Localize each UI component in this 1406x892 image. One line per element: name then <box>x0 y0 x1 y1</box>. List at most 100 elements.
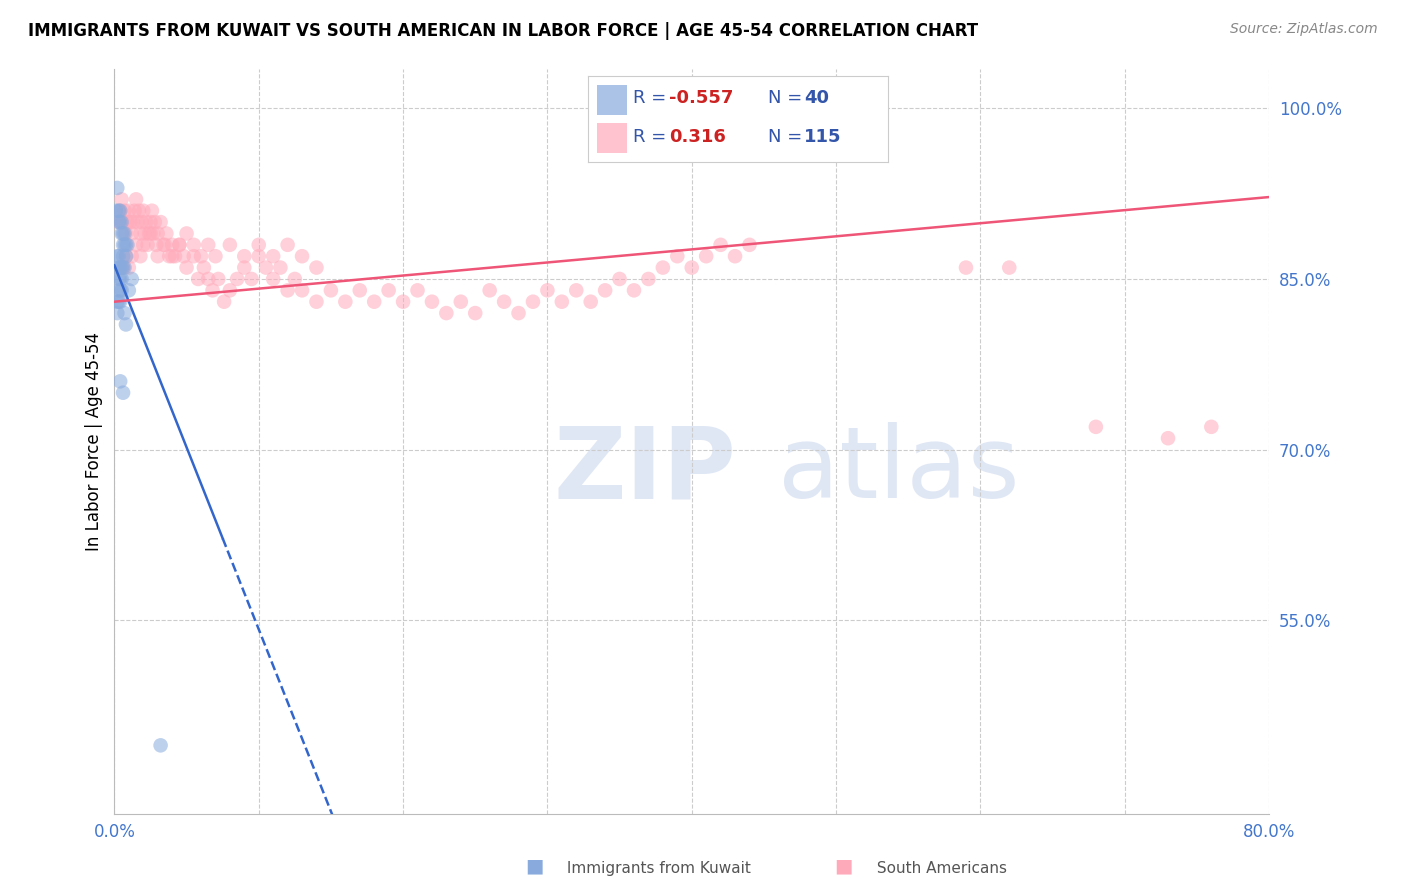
Point <box>522 294 544 309</box>
Point <box>125 192 148 206</box>
Point <box>132 237 155 252</box>
Point <box>508 306 530 320</box>
Point <box>710 237 733 252</box>
Point <box>107 249 129 263</box>
Point <box>666 249 689 263</box>
Text: Source: ZipAtlas.com: Source: ZipAtlas.com <box>1230 22 1378 37</box>
Point <box>107 203 129 218</box>
Point <box>169 237 191 252</box>
Point <box>125 237 148 252</box>
Point <box>118 260 141 275</box>
Point <box>129 249 152 263</box>
Point <box>141 203 163 218</box>
Point <box>291 283 314 297</box>
Point <box>108 375 131 389</box>
Point <box>117 237 139 252</box>
Point <box>277 283 299 297</box>
Point <box>262 249 284 263</box>
Point <box>115 227 138 241</box>
Point <box>132 203 155 218</box>
Point <box>115 237 138 252</box>
Point <box>724 249 747 263</box>
Point <box>112 260 135 275</box>
Point <box>118 283 141 297</box>
Point <box>173 249 195 263</box>
Point <box>107 272 129 286</box>
Point <box>107 260 129 275</box>
Point <box>112 215 135 229</box>
Point <box>363 294 385 309</box>
Point <box>115 249 138 263</box>
Point <box>305 294 328 309</box>
Point <box>131 215 153 229</box>
Point <box>114 237 136 252</box>
Point <box>146 249 169 263</box>
Point <box>112 385 135 400</box>
Text: Immigrants from Kuwait: Immigrants from Kuwait <box>562 861 751 876</box>
Point <box>108 203 131 218</box>
Point <box>565 283 588 297</box>
Point <box>160 249 183 263</box>
Point <box>254 260 277 275</box>
Point <box>226 272 249 286</box>
Point <box>240 272 263 286</box>
Point <box>464 306 486 320</box>
Point <box>579 294 602 309</box>
Point <box>1084 420 1107 434</box>
Point <box>434 306 457 320</box>
Point <box>146 227 169 241</box>
Point <box>152 237 174 252</box>
Point <box>121 272 143 286</box>
Point <box>143 215 166 229</box>
Point <box>124 203 146 218</box>
Point <box>122 215 145 229</box>
Point <box>176 227 198 241</box>
Point <box>593 283 616 297</box>
Point <box>136 237 159 252</box>
Point <box>104 203 127 218</box>
Point <box>135 215 157 229</box>
Text: IMMIGRANTS FROM KUWAIT VS SOUTH AMERICAN IN LABOR FORCE | AGE 45-54 CORRELATION : IMMIGRANTS FROM KUWAIT VS SOUTH AMERICAN… <box>28 22 979 40</box>
Point <box>392 294 415 309</box>
Point <box>149 739 172 753</box>
Point <box>377 283 399 297</box>
Point <box>406 283 429 297</box>
Point <box>190 249 212 263</box>
Point <box>118 203 141 218</box>
Point <box>114 306 136 320</box>
Point <box>187 272 209 286</box>
Point <box>114 260 136 275</box>
Text: South Americans: South Americans <box>872 861 1007 876</box>
Point <box>108 272 131 286</box>
Point <box>107 294 129 309</box>
Point <box>112 237 135 252</box>
Point <box>105 249 128 263</box>
Point <box>637 272 659 286</box>
Point <box>108 283 131 297</box>
Point <box>149 215 172 229</box>
Point <box>183 237 205 252</box>
Point <box>1157 431 1180 445</box>
Point <box>117 215 139 229</box>
Point <box>207 272 229 286</box>
Point <box>247 249 270 263</box>
Point <box>651 260 673 275</box>
Point <box>319 283 342 297</box>
Point <box>145 237 167 252</box>
Point <box>349 283 371 297</box>
Point <box>108 203 131 218</box>
Point <box>111 192 134 206</box>
Point <box>218 283 240 297</box>
Point <box>291 249 314 263</box>
Point <box>478 283 501 297</box>
Point <box>105 294 128 309</box>
Point <box>111 215 134 229</box>
Text: ZIP: ZIP <box>553 423 737 519</box>
Point <box>111 283 134 297</box>
Y-axis label: In Labor Force | Age 45-54: In Labor Force | Age 45-54 <box>86 332 103 550</box>
Point <box>193 260 215 275</box>
Point <box>115 318 138 332</box>
Text: atlas: atlas <box>779 423 1019 519</box>
Point <box>163 249 186 263</box>
Point <box>335 294 357 309</box>
